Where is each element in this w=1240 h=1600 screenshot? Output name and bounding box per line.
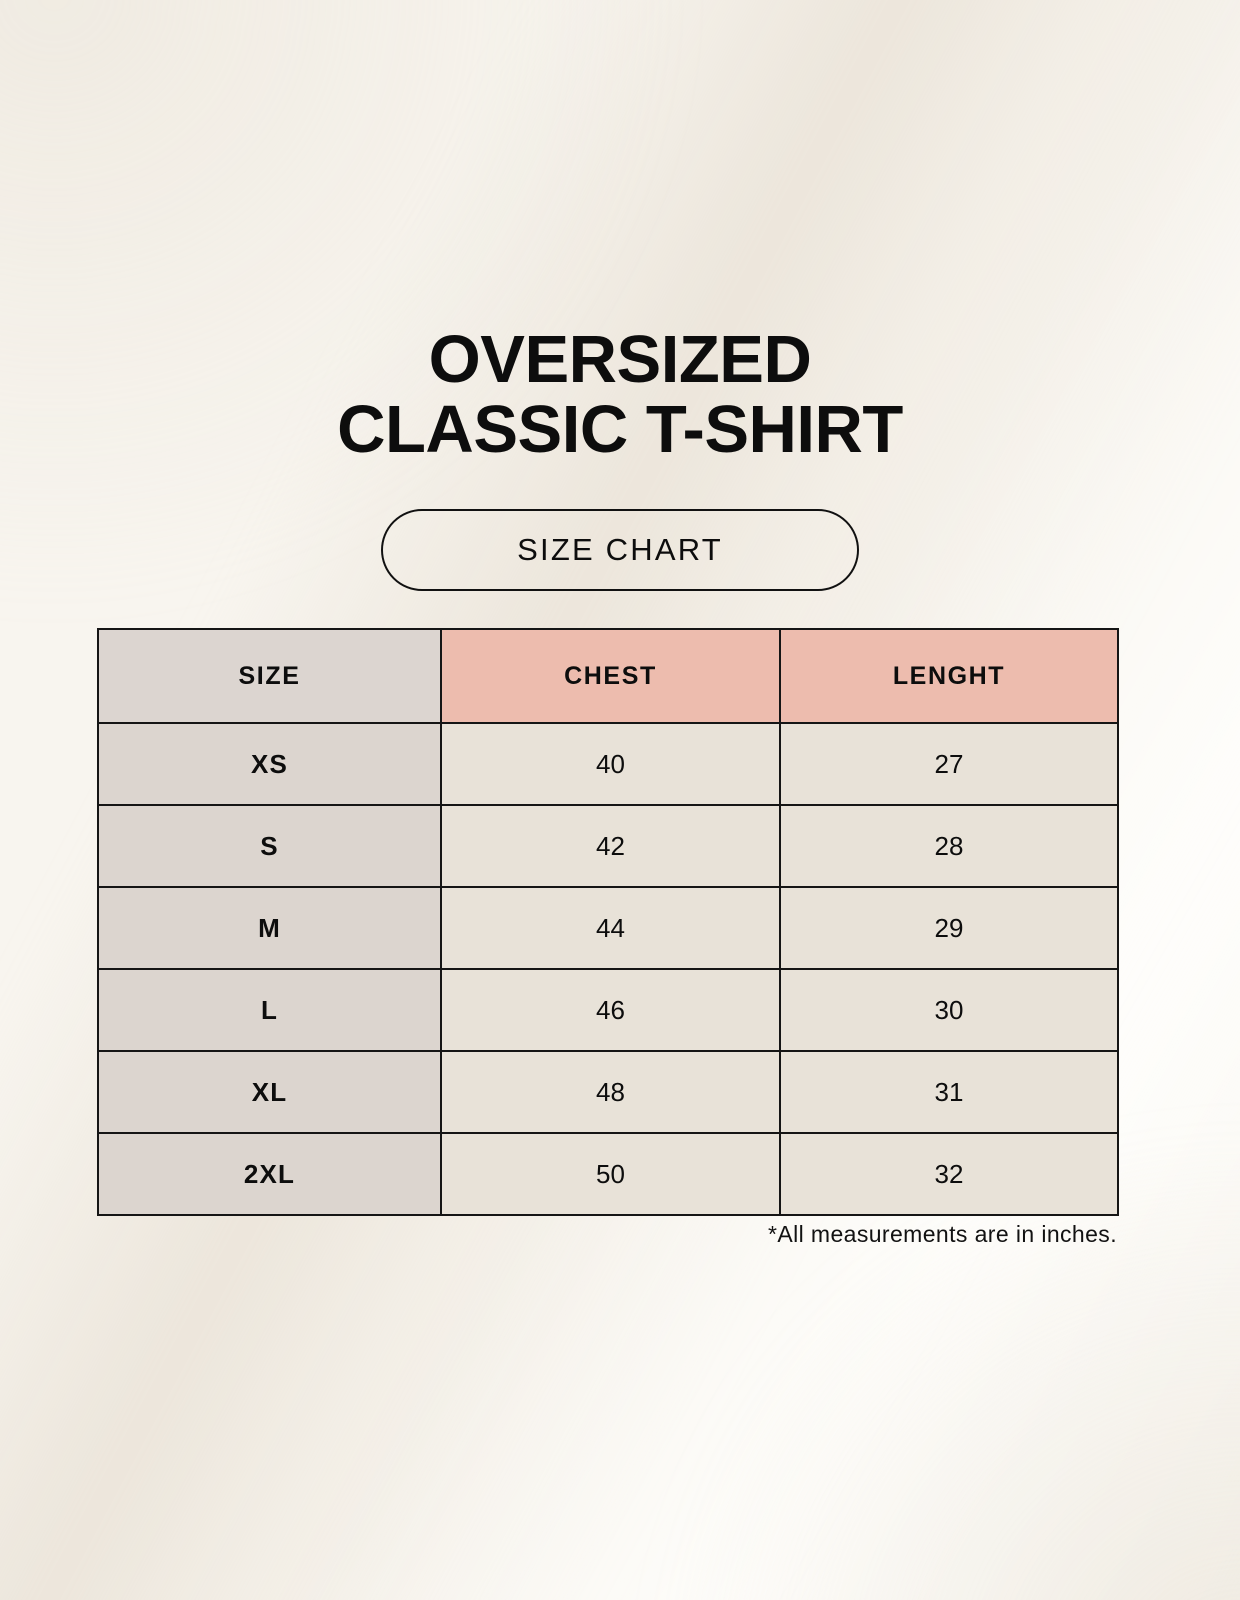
cell-length: 29 xyxy=(779,886,1119,970)
column-header-size: SIZE xyxy=(97,628,442,724)
size-chart-badge-wrap: SIZE CHART xyxy=(0,509,1240,591)
table-row: 2XL 50 32 xyxy=(97,1132,1119,1216)
column-header-length: LENGHT xyxy=(779,628,1119,724)
cell-size: 2XL xyxy=(97,1132,442,1216)
cell-length: 28 xyxy=(779,804,1119,888)
cell-size: XL xyxy=(97,1050,442,1134)
cell-chest: 48 xyxy=(440,1050,781,1134)
cell-chest: 40 xyxy=(440,722,781,806)
size-chart-badge-label: SIZE CHART xyxy=(517,532,723,567)
table-row: S 42 28 xyxy=(97,804,1119,888)
size-chart-table: SIZE CHEST LENGHT XS 40 27 S 42 28 M 44 … xyxy=(97,628,1119,1216)
column-header-chest: CHEST xyxy=(440,628,781,724)
table-header-row: SIZE CHEST LENGHT xyxy=(97,628,1119,724)
title-line-2: CLASSIC T-SHIRT xyxy=(337,391,903,467)
size-chart-badge: SIZE CHART xyxy=(381,509,859,591)
page-title: OVERSIZED CLASSIC T-SHIRT xyxy=(0,325,1240,464)
cell-length: 32 xyxy=(779,1132,1119,1216)
cell-size: L xyxy=(97,968,442,1052)
table-row: XS 40 27 xyxy=(97,722,1119,806)
cell-length: 27 xyxy=(779,722,1119,806)
title-line-1: OVERSIZED xyxy=(428,322,812,397)
cell-length: 31 xyxy=(779,1050,1119,1134)
cell-size: M xyxy=(97,886,442,970)
table-header: SIZE CHEST LENGHT xyxy=(97,628,1119,724)
cell-chest: 44 xyxy=(440,886,781,970)
table-row: L 46 30 xyxy=(97,968,1119,1052)
cell-size: XS xyxy=(97,722,442,806)
cell-chest: 46 xyxy=(440,968,781,1052)
cell-chest: 42 xyxy=(440,804,781,888)
table-row: M 44 29 xyxy=(97,886,1119,970)
cell-length: 30 xyxy=(779,968,1119,1052)
table-row: XL 48 31 xyxy=(97,1050,1119,1134)
cell-chest: 50 xyxy=(440,1132,781,1216)
cell-size: S xyxy=(97,804,442,888)
table-body: XS 40 27 S 42 28 M 44 29 L 46 30 XL 48 xyxy=(97,722,1119,1216)
measurement-note: *All measurements are in inches. xyxy=(767,1221,1117,1247)
